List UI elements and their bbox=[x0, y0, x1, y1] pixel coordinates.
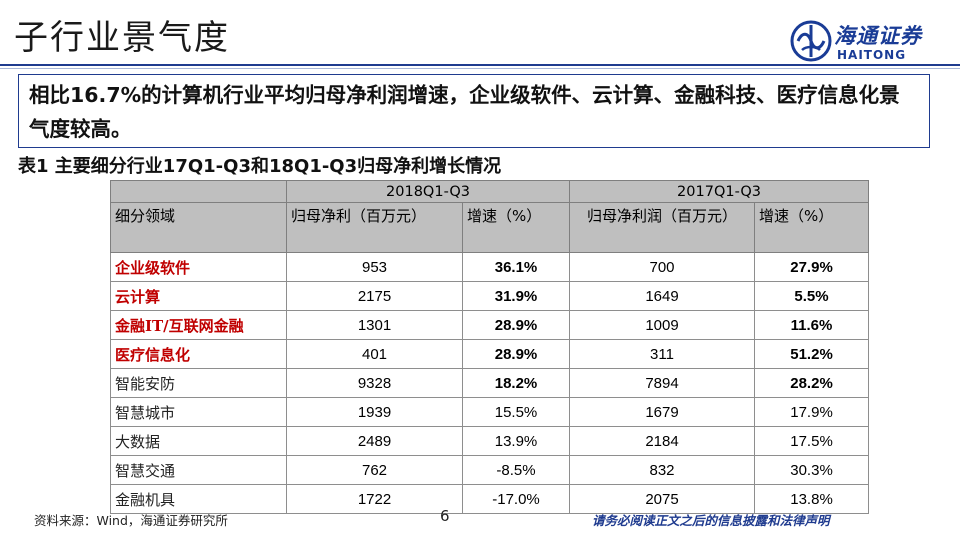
profit-2017-cell: 311 bbox=[569, 339, 756, 369]
table-caption: 表1 主要细分行业17Q1-Q3和18Q1-Q3归母净利增长情况 bbox=[18, 156, 502, 177]
table-row: 智慧交通 762 -8.5% 832 30.3% bbox=[110, 455, 870, 485]
profit-2018-cell: 2175 bbox=[286, 281, 463, 311]
segment-cell: 智能安防 bbox=[110, 368, 287, 398]
source-note: 资料来源：Wind，海通证券研究所 bbox=[34, 513, 228, 528]
table-row: 云计算 2175 31.9% 1649 5.5% bbox=[110, 281, 870, 311]
haitong-logo: 海通证券 HAITONG bbox=[790, 20, 940, 70]
profit-2018-cell: 1939 bbox=[286, 397, 463, 427]
table-row: 金融IT/互联网金融 1301 28.9% 1009 11.6% bbox=[110, 310, 870, 340]
profit-2017-cell: 2075 bbox=[569, 484, 756, 514]
logo-name-en: HAITONG bbox=[837, 48, 907, 62]
profit-2017-cell: 7894 bbox=[569, 368, 756, 398]
growth-2017-cell: 13.8% bbox=[754, 484, 870, 514]
page-number: 6 bbox=[440, 507, 450, 525]
table-row: 智能安防 9328 18.2% 7894 28.2% bbox=[110, 368, 870, 398]
table-group-header-row: 2018Q1-Q3 2017Q1-Q3 bbox=[110, 180, 870, 203]
profit-2018-cell: 9328 bbox=[286, 368, 463, 398]
segment-cell: 金融机具 bbox=[110, 484, 287, 514]
profit-2018-cell: 1722 bbox=[286, 484, 463, 514]
profit-2018-cell: 762 bbox=[286, 455, 463, 485]
profit-2017-cell: 1009 bbox=[569, 310, 756, 340]
growth-2017-cell: 27.9% bbox=[754, 252, 870, 282]
growth-2017-cell: 30.3% bbox=[754, 455, 870, 485]
profit-2018-cell: 2489 bbox=[286, 426, 463, 456]
table-corner-cell bbox=[110, 180, 287, 203]
profit-2017-cell: 832 bbox=[569, 455, 756, 485]
profit-2017-cell: 1649 bbox=[569, 281, 756, 311]
table-row: 金融机具 1722 -17.0% 2075 13.8% bbox=[110, 484, 870, 514]
disclaimer-text: 请务必阅读正文之后的信息披露和法律声明 bbox=[592, 513, 830, 528]
group-header-2018: 2018Q1-Q3 bbox=[285, 180, 571, 203]
page-title: 子行业景气度 bbox=[14, 18, 230, 58]
segment-cell: 企业级软件 bbox=[110, 252, 287, 282]
growth-table: 2018Q1-Q3 2017Q1-Q3 细分领域 归母净利（百万元） 增速（%）… bbox=[110, 180, 870, 514]
header-rule-thin bbox=[0, 68, 960, 69]
growth-2017-cell: 51.2% bbox=[754, 339, 870, 369]
table-row: 企业级软件 953 36.1% 700 27.9% bbox=[110, 252, 870, 282]
column-header-growth-2018: 增速（%） bbox=[461, 202, 571, 253]
growth-2018-cell: -17.0% bbox=[461, 484, 571, 514]
column-header-growth-2017: 增速（%） bbox=[754, 202, 870, 253]
growth-2018-cell: 36.1% bbox=[461, 252, 571, 282]
segment-cell: 智慧交通 bbox=[110, 455, 287, 485]
growth-2017-cell: 5.5% bbox=[754, 281, 870, 311]
column-header-profit-2018: 归母净利（百万元） bbox=[286, 202, 463, 253]
summary-box: 相比16.7%的计算机行业平均归母净利润增速，企业级软件、云计算、金融科技、医疗… bbox=[18, 74, 930, 148]
growth-2018-cell: 31.9% bbox=[461, 281, 571, 311]
growth-2018-cell: 13.9% bbox=[461, 426, 571, 456]
column-header-profit-2017: 归母净利润（百万元） bbox=[569, 202, 756, 253]
header-rule bbox=[0, 64, 960, 66]
profit-2017-cell: 2184 bbox=[569, 426, 756, 456]
segment-cell: 云计算 bbox=[110, 281, 287, 311]
segment-cell: 大数据 bbox=[110, 426, 287, 456]
segment-cell: 智慧城市 bbox=[110, 397, 287, 427]
profit-2018-cell: 1301 bbox=[286, 310, 463, 340]
growth-2018-cell: 18.2% bbox=[461, 368, 571, 398]
table-row: 医疗信息化 401 28.9% 311 51.2% bbox=[110, 339, 870, 369]
growth-2017-cell: 17.9% bbox=[754, 397, 870, 427]
segment-cell: 医疗信息化 bbox=[110, 339, 287, 369]
profit-2017-cell: 1679 bbox=[569, 397, 756, 427]
profit-2017-cell: 700 bbox=[569, 252, 756, 282]
growth-2018-cell: -8.5% bbox=[461, 455, 571, 485]
table-row: 智慧城市 1939 15.5% 1679 17.9% bbox=[110, 397, 870, 427]
segment-cell: 金融IT/互联网金融 bbox=[110, 310, 287, 340]
group-header-2017: 2017Q1-Q3 bbox=[569, 180, 870, 203]
table-column-header-row: 细分领域 归母净利（百万元） 增速（%） 归母净利润（百万元） 增速（%） bbox=[110, 202, 870, 253]
table-row: 大数据 2489 13.9% 2184 17.5% bbox=[110, 426, 870, 456]
growth-2018-cell: 28.9% bbox=[461, 310, 571, 340]
growth-2017-cell: 17.5% bbox=[754, 426, 870, 456]
growth-2018-cell: 28.9% bbox=[461, 339, 571, 369]
growth-2017-cell: 28.2% bbox=[754, 368, 870, 398]
profit-2018-cell: 401 bbox=[286, 339, 463, 369]
growth-2018-cell: 15.5% bbox=[461, 397, 571, 427]
haitong-logo-icon bbox=[790, 20, 832, 62]
growth-2017-cell: 11.6% bbox=[754, 310, 870, 340]
logo-name-cn: 海通证券 bbox=[834, 23, 922, 48]
column-header-segment: 细分领域 bbox=[110, 202, 287, 253]
profit-2018-cell: 953 bbox=[286, 252, 463, 282]
